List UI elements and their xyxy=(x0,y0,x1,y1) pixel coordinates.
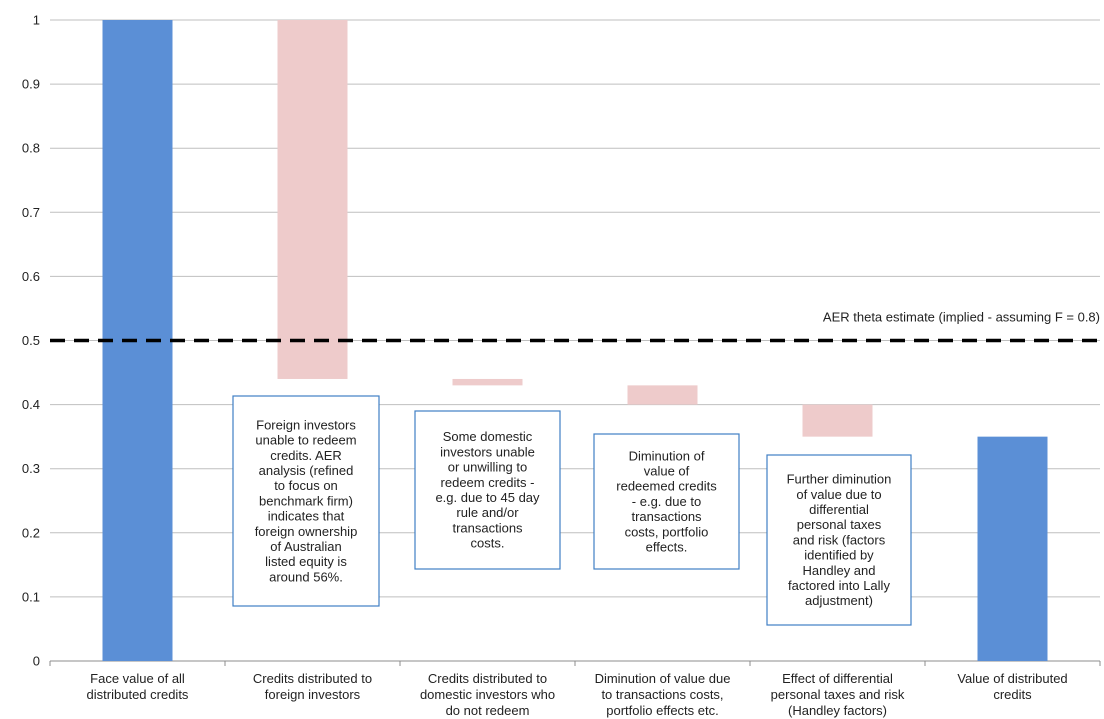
x-category-label: Effect of differential xyxy=(782,671,893,686)
annotation-text-line: effects. xyxy=(646,540,688,555)
y-tick-label: 0.4 xyxy=(22,397,40,412)
annotation-box xyxy=(593,433,740,570)
annotation-text-line: value of xyxy=(644,464,690,479)
y-tick-label: 0 xyxy=(33,654,40,669)
annotation-text-line: Handley and xyxy=(803,563,876,578)
annotation-text-line: foreign ownership xyxy=(255,524,358,539)
annotation-text-line: and risk (factors xyxy=(793,532,886,547)
x-category-label: credits xyxy=(993,687,1032,702)
annotation-text-line: credits. AER xyxy=(270,448,342,463)
y-tick-label: 0.5 xyxy=(22,333,40,348)
annotation-text-line: unable to redeem xyxy=(255,433,356,448)
annotation-text-line: Some domestic xyxy=(443,429,533,444)
annotation-text-line: costs. xyxy=(471,536,505,551)
x-category-label: portfolio effects etc. xyxy=(606,703,719,718)
y-tick-label: 0.1 xyxy=(22,589,40,604)
reference-line-group: AER theta estimate (implied - assuming F… xyxy=(50,310,1100,343)
total-bar xyxy=(977,436,1048,661)
y-tick-label: 0.6 xyxy=(22,269,40,284)
annotation-box xyxy=(766,454,912,626)
decrease-bar xyxy=(452,378,523,386)
annotation-text-line: Further diminution xyxy=(787,472,892,487)
annotation-text-line: Diminution of xyxy=(629,448,705,463)
annotation-text-line: indicates that xyxy=(268,509,345,524)
annotation-text-line: analysis (refined xyxy=(259,463,354,478)
y-tick-label: 0.9 xyxy=(22,77,40,92)
annotation-text-line: listed equity is xyxy=(265,554,347,569)
annotation-text-line: identified by xyxy=(804,548,874,563)
annotation-text-line: of value due to xyxy=(796,487,881,502)
annotation-text-line: differential xyxy=(809,502,869,517)
annotation-box xyxy=(414,410,561,570)
y-tick-label: 1 xyxy=(33,13,40,28)
x-category-label: personal taxes and risk xyxy=(771,687,905,702)
annotation-box xyxy=(232,395,380,607)
annotation-text-line: to focus on xyxy=(274,478,338,493)
x-category-label: (Handley factors) xyxy=(788,703,887,718)
x-category-label: Face value of all xyxy=(90,671,185,686)
decrease-bar xyxy=(802,404,873,437)
annotation-text-line: personal taxes xyxy=(797,517,882,532)
bars xyxy=(102,20,1048,661)
x-category-label: domestic investors who xyxy=(420,687,555,702)
reference-line-label: AER theta estimate (implied - assuming F… xyxy=(823,310,1100,325)
decrease-bar xyxy=(277,20,348,379)
annotation-text-line: - e.g. due to xyxy=(632,494,701,509)
annotation-text-line: redeemed credits xyxy=(616,479,717,494)
decrease-bar xyxy=(627,385,698,405)
x-category-label: Credits distributed to xyxy=(428,671,547,686)
y-tick-label: 0.8 xyxy=(22,141,40,156)
x-category-label: do not redeem xyxy=(446,703,530,718)
annotation-text-line: transactions xyxy=(452,520,523,535)
annotation-text-line: costs, portfolio xyxy=(625,524,709,539)
annotation-text-line: or unwilling to xyxy=(448,460,528,475)
annotation-text-line: of Australian xyxy=(270,539,342,554)
annotation-text-line: rule and/or xyxy=(456,505,519,520)
annotation-text-line: redeem credits - xyxy=(441,475,535,490)
x-category-label: foreign investors xyxy=(265,687,361,702)
y-tick-label: 0.7 xyxy=(22,205,40,220)
y-axis-ticks: 0 0.1 0.2 0.3 0.4 0.5 0.6 0.7 0.8 0.9 1 xyxy=(22,13,40,669)
annotation-text-line: investors unable xyxy=(440,444,535,459)
x-category-label: distributed credits xyxy=(87,687,189,702)
annotation-text-line: e.g. due to 45 day xyxy=(435,490,540,505)
y-tick-label: 0.3 xyxy=(22,461,40,476)
gridlines xyxy=(49,19,1101,666)
annotation-text-line: transactions xyxy=(631,509,702,524)
annotation-text-line: adjustment) xyxy=(805,593,873,608)
annotation-text-line: around 56%. xyxy=(269,569,343,584)
annotation-text-line: factored into Lally xyxy=(788,578,890,593)
x-category-label: to transactions costs, xyxy=(601,687,723,702)
x-category-label: Value of distributed xyxy=(957,671,1067,686)
x-category-label: Credits distributed to xyxy=(253,671,372,686)
y-tick-label: 0.2 xyxy=(22,525,40,540)
annotation-text-line: benchmark firm) xyxy=(259,493,353,508)
x-category-label: Diminution of value due xyxy=(595,671,731,686)
annotation-text-line: Foreign investors xyxy=(256,417,356,432)
